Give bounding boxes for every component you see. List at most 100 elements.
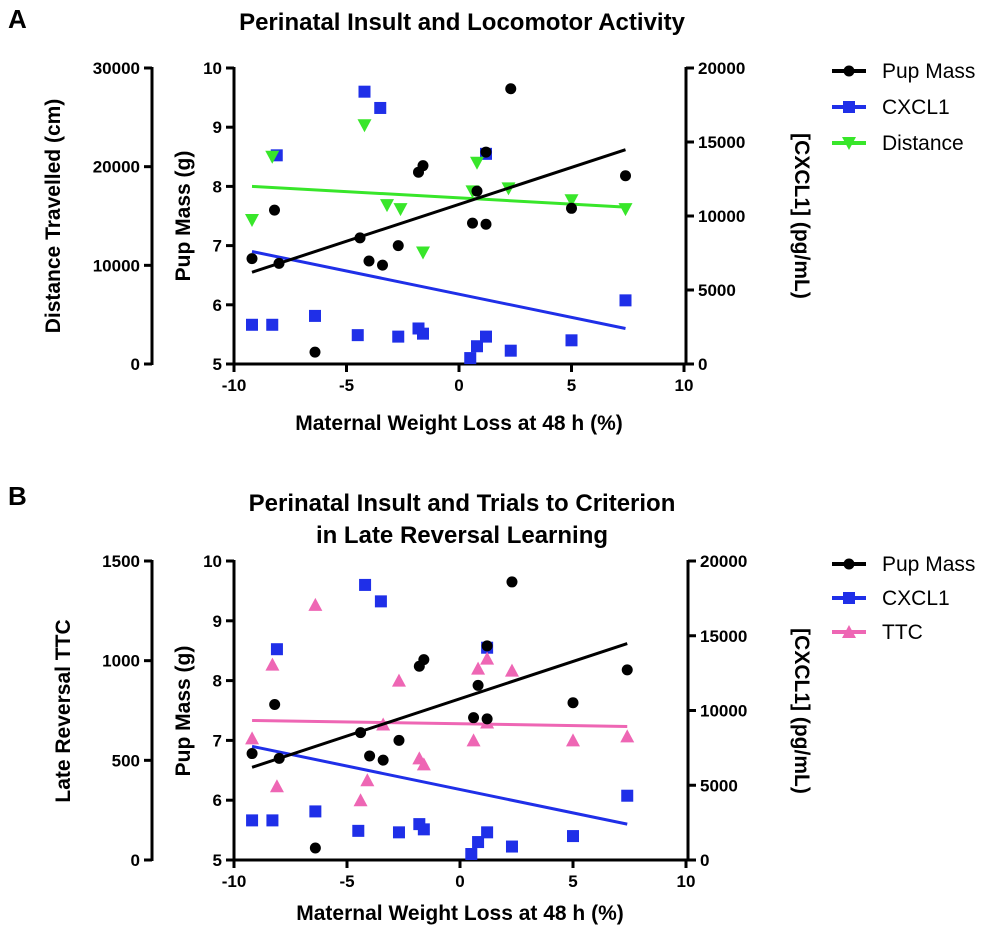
data-point [504,663,519,677]
data-point [471,661,486,675]
legend-item: Pup Mass [832,553,975,576]
data-point [377,259,388,271]
data-point [481,640,493,652]
outer-left-tick-label: 1500 [102,552,140,571]
left-tick-label: 8 [213,177,222,196]
outer-left-tick-label: 30000 [93,59,140,78]
x-axis-title: Maternal Weight Loss at 48 h (%) [296,902,624,925]
chart-title: Perinatal Insult and Locomotor Activity [239,9,685,36]
legend-marker [842,137,856,150]
data-point [358,85,371,98]
right-tick-label: 0 [698,355,707,374]
x-tick-label: 5 [568,872,577,891]
data-point [246,814,259,827]
data-point [565,334,578,347]
data-point [265,657,280,671]
legend-item: Pup Mass [832,60,975,83]
data-point [266,318,279,331]
right-tick-label: 5000 [700,776,738,795]
data-point [393,734,405,746]
x-tick-label: 5 [567,376,576,395]
legend-label: CXCL1 [882,587,950,610]
x-tick-label: 0 [454,376,463,395]
right-tick-label: 20000 [700,552,747,571]
data-point [416,246,430,260]
data-point [480,330,492,343]
data-point [506,576,518,588]
right-tick-label: 10000 [698,207,745,226]
data-point [564,194,579,208]
legend-marker [843,592,855,604]
x-tick-label: 0 [455,872,464,891]
chart-panel-a: A Perinatal Insult and Locomotor Activity… [8,4,975,435]
legend-item: TTC [832,621,923,644]
data-point [245,213,259,227]
legend-label: Pup Mass [882,553,975,576]
data-point [266,814,279,827]
x-axis-title: Maternal Weight Loss at 48 h (%) [295,412,623,435]
outer-left-tick-label: 0 [131,851,140,870]
data-point [481,826,494,839]
series-distance [245,119,633,260]
data-point [465,848,478,861]
data-point [504,344,517,357]
data-point [246,253,258,265]
left-tick-label: 7 [213,237,222,256]
data-point [471,340,483,353]
trend-line [251,148,626,274]
chart-title: in Late Reversal Learning [316,522,608,549]
left-tick-label: 10 [203,59,222,78]
outer-left-tick-label: 500 [112,751,140,770]
right-tick-label: 5000 [698,281,736,300]
data-point [355,727,367,739]
data-point [269,779,284,793]
data-point [621,664,633,676]
legend: Pup Mass CXCL1 TTC [832,553,975,644]
legend-item: CXCL1 [832,96,950,119]
left-tick-label: 6 [213,791,222,810]
data-point [265,150,280,164]
legend: Pup Mass CXCL1 Distance [832,60,975,155]
legend-label: CXCL1 [882,96,950,119]
left-tick-label: 9 [213,118,222,137]
right-tick-label: 0 [700,851,709,870]
outer-left-tick-label: 1000 [102,652,140,671]
trend-line [251,642,628,769]
x-tick-label: -10 [222,376,247,395]
x-tick-label: 10 [677,872,696,891]
legend-marker [843,65,855,77]
data-point [273,752,285,764]
data-point [467,217,478,229]
chart-panel-b: B Perinatal Insult and Trials to Criterio… [8,481,975,925]
left-tick-label: 8 [213,672,222,691]
data-point [567,697,579,709]
data-point [269,204,280,216]
outer-left-tick-label: 10000 [93,256,140,275]
trend-line [252,718,628,728]
legend-marker [843,558,855,570]
data-point [360,773,375,787]
left-tick-label: 7 [213,731,222,750]
data-point [620,170,631,182]
data-point [246,748,258,760]
trend-line [251,744,628,826]
data-point [481,713,493,725]
data-point [418,654,430,666]
left-tick-label: 9 [213,612,222,631]
data-point [353,793,368,807]
series-pup-mass [246,576,633,854]
data-point [273,257,285,269]
data-point [480,146,492,158]
data-point [471,185,483,197]
data-point [269,699,281,711]
legend-item: Distance [832,132,964,155]
data-point [480,218,492,230]
data-point [354,232,366,244]
data-point [309,309,321,322]
data-point [364,750,376,762]
data-point [505,840,518,853]
data-point [246,318,258,331]
data-point [363,255,375,267]
outer-left-axis-title: Distance Travelled (cm) [42,99,65,334]
